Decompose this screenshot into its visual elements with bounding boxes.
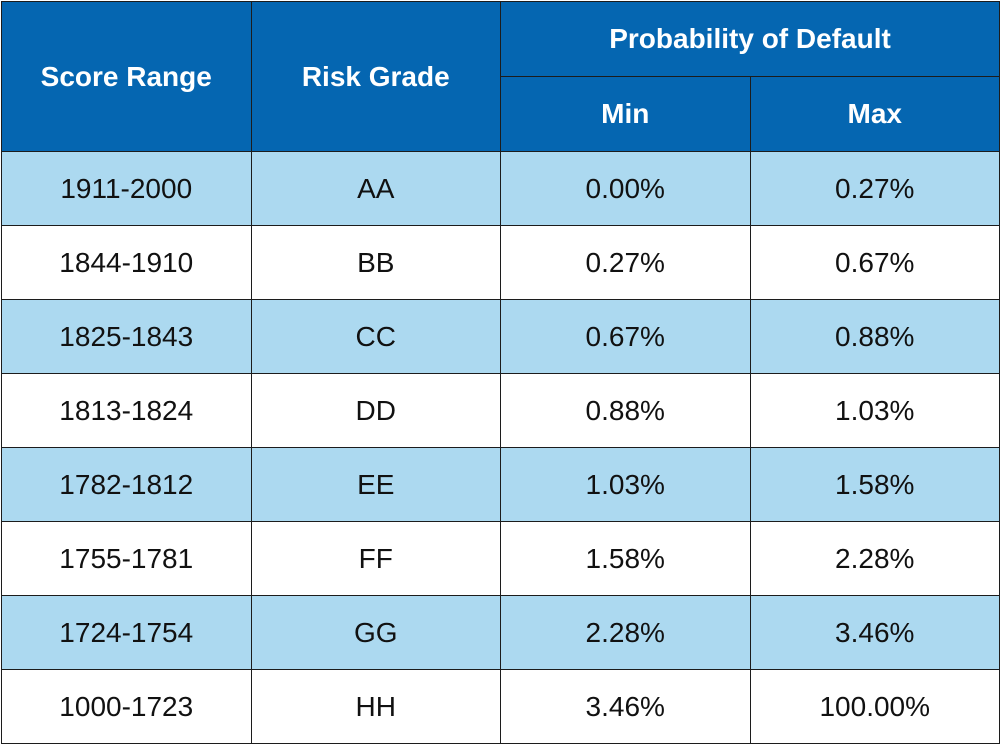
risk-grade-header: Risk Grade (250, 1, 501, 152)
max-probability-cell: 1.58% (749, 447, 1000, 522)
score-range-header: Score Range (1, 1, 252, 152)
probability-of-default-header: Probability of Default (499, 1, 1000, 77)
risk-grade-cell: BB (250, 225, 501, 300)
score-range-cell: 1000-1723 (1, 669, 252, 744)
table-row: 1724-1754 GG 2.28% 3.46% (1, 595, 1000, 670)
table-row: 1755-1781 FF 1.58% 2.28% (1, 521, 1000, 596)
min-probability-cell: 2.28% (500, 595, 751, 670)
risk-grade-cell: AA (250, 151, 501, 226)
score-range-cell: 1825-1843 (1, 299, 252, 374)
min-probability-cell: 3.46% (500, 669, 751, 744)
min-probability-cell: 0.27% (500, 225, 751, 300)
min-probability-cell: 0.67% (500, 299, 751, 374)
max-probability-cell: 100.00% (749, 669, 1000, 744)
max-probability-cell: 3.46% (749, 595, 1000, 670)
risk-grade-cell: FF (250, 521, 501, 596)
max-probability-cell: 2.28% (749, 521, 1000, 596)
max-probability-cell: 0.27% (749, 151, 1000, 226)
risk-grade-cell: GG (250, 595, 501, 670)
min-probability-cell: 0.00% (500, 151, 751, 226)
score-range-cell: 1755-1781 (1, 521, 252, 596)
score-range-cell: 1724-1754 (1, 595, 252, 670)
risk-grade-cell: CC (250, 299, 501, 374)
max-probability-cell: 0.88% (749, 299, 1000, 374)
score-range-cell: 1782-1812 (1, 447, 252, 522)
max-probability-cell: 1.03% (749, 373, 1000, 448)
risk-grade-cell: DD (250, 373, 501, 448)
header-row-top: Score Range Risk Grade Probability of De… (1, 1, 1000, 152)
risk-grade-cell: HH (250, 669, 501, 744)
min-header: Min (500, 76, 751, 152)
table-header: Score Range Risk Grade Probability of De… (1, 1, 1000, 152)
max-header: Max (749, 76, 1000, 152)
table-row: 1825-1843 CC 0.67% 0.88% (1, 299, 1000, 374)
min-probability-cell: 1.58% (500, 521, 751, 596)
max-probability-cell: 0.67% (749, 225, 1000, 300)
table-row: 1813-1824 DD 0.88% 1.03% (1, 373, 1000, 448)
score-range-cell: 1911-2000 (1, 151, 252, 226)
score-range-cell: 1844-1910 (1, 225, 252, 300)
table-row: 1782-1812 EE 1.03% 1.58% (1, 447, 1000, 522)
table-row: 1000-1723 HH 3.46% 100.00% (1, 669, 1000, 744)
min-probability-cell: 1.03% (500, 447, 751, 522)
header-row-bottom: Min Max (2, 76, 1000, 152)
risk-grade-cell: EE (250, 447, 501, 522)
score-range-cell: 1813-1824 (1, 373, 252, 448)
min-probability-cell: 0.88% (500, 373, 751, 448)
table-row: 1911-2000 AA 0.00% 0.27% (1, 151, 1000, 226)
table-body: 1911-2000 AA 0.00% 0.27% 1844-1910 BB 0.27% 0.6… (1, 151, 1000, 744)
table-row: 1844-1910 BB 0.27% 0.67% (1, 225, 1000, 300)
